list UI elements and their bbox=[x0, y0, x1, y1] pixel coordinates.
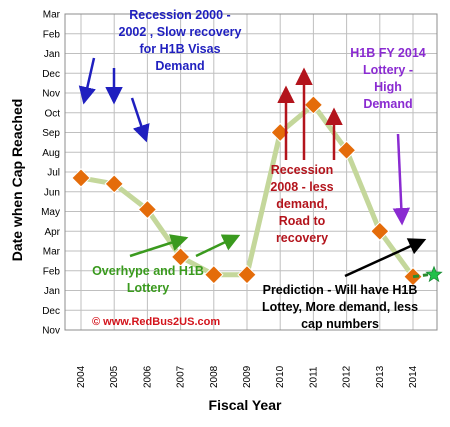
prediction-star bbox=[425, 265, 443, 283]
x-tick-label: 2010 bbox=[275, 365, 286, 388]
data-point-marker bbox=[137, 199, 158, 220]
y-tick-label: Feb bbox=[43, 29, 61, 40]
y-tick-label: Nov bbox=[42, 89, 60, 100]
annotation-line: Lottery - bbox=[363, 63, 413, 77]
annotation-line: 2002 , Slow recovery bbox=[119, 25, 242, 39]
y-tick-label: Jun bbox=[44, 187, 60, 198]
arrow-prediction bbox=[344, 238, 427, 278]
annotation-fy2014: H1B FY 2014 Lottery - High Demand bbox=[350, 46, 426, 111]
annotation-line: demand, bbox=[276, 197, 327, 211]
y-tick-label: Jan bbox=[44, 286, 60, 297]
y-tick-label: May bbox=[41, 207, 60, 218]
annotation-line: Demand bbox=[363, 97, 412, 111]
arrow-overhype-2 bbox=[195, 234, 241, 258]
arrow-recession-2000-1 bbox=[78, 57, 96, 105]
series-cap-reached bbox=[71, 95, 423, 287]
annotation-recession-2008: Recession 2008 - less demand, Road to re… bbox=[270, 163, 333, 245]
annotation-line: recovery bbox=[276, 231, 328, 245]
data-point-marker bbox=[71, 168, 91, 188]
x-tick-label: 2007 bbox=[176, 365, 187, 388]
plot-area-frame bbox=[64, 13, 438, 331]
data-point-marker bbox=[170, 247, 191, 267]
x-tick-label: 2011 bbox=[308, 366, 319, 388]
annotation-line: Road to bbox=[279, 214, 326, 228]
svg-text:Recession 2000 -: Recession 2000 - bbox=[129, 8, 230, 22]
y-tick-label: Jan bbox=[44, 49, 60, 60]
y-tick-label: Feb bbox=[43, 266, 61, 277]
arrow-overhype-1 bbox=[129, 234, 189, 258]
prediction-marker bbox=[412, 265, 443, 283]
copyright-notice: © www.RedBus2US.com bbox=[92, 316, 220, 328]
y-tick-label: Dec bbox=[42, 306, 60, 317]
arrow-fy2014 bbox=[392, 133, 411, 226]
y-tick-label: Mar bbox=[43, 247, 61, 258]
annotation-prediction: Prediction - Will have H1B Lottey, More … bbox=[262, 283, 418, 331]
y-tick-label: Jul bbox=[47, 168, 60, 179]
arrow-recession-2000-3 bbox=[130, 97, 150, 143]
annotation-line: H1B FY 2014 bbox=[350, 46, 426, 60]
annotation-line: Prediction - Will have H1B bbox=[263, 283, 418, 297]
data-point-marker bbox=[336, 140, 357, 160]
x-axis-ticks: 2004 2005 2006 2007 2008 2009 2010 2011 2012 2013… bbox=[76, 365, 419, 388]
annotation-line: Lottery bbox=[127, 281, 169, 295]
annotation-line: Demand bbox=[155, 59, 204, 73]
y-axis-title: Date when Cap Reached bbox=[9, 99, 25, 262]
data-point-marker bbox=[104, 174, 124, 194]
y-tick-label: Sep bbox=[42, 128, 60, 139]
x-tick-label: 2009 bbox=[242, 365, 253, 388]
data-point-marker bbox=[370, 221, 390, 241]
y-tick-label: Apr bbox=[44, 227, 60, 238]
y-tick-label: Dec bbox=[42, 69, 60, 80]
x-tick-label: 2005 bbox=[109, 365, 120, 388]
annotation-line: Recession 2000 - bbox=[129, 8, 230, 22]
x-tick-label: 2004 bbox=[76, 365, 87, 388]
annotation-line: High bbox=[374, 80, 402, 94]
x-tick-label: 2012 bbox=[342, 365, 353, 388]
data-point-marker bbox=[237, 264, 257, 285]
annotation-recession-2000: Recession 2000 - 2002 , Slow recovery fo… bbox=[119, 8, 242, 73]
annotation-line: Recession bbox=[271, 163, 334, 177]
x-tick-label: 2013 bbox=[375, 365, 386, 388]
annotation-line: Lottey, More demand, less bbox=[262, 300, 418, 314]
y-tick-label: Mar bbox=[43, 10, 61, 21]
x-tick-label: 2014 bbox=[408, 365, 419, 388]
x-axis-title: Fiscal Year bbox=[209, 397, 282, 413]
data-point-marker bbox=[303, 95, 324, 115]
y-tick-label: Aug bbox=[42, 148, 60, 159]
annotation-line: Overhype and H1B bbox=[92, 264, 204, 278]
annotation-line: cap numbers bbox=[301, 317, 379, 331]
data-point-marker bbox=[204, 264, 224, 285]
annotation-arrows bbox=[78, 57, 427, 278]
x-tick-label: 2008 bbox=[209, 365, 220, 388]
annotation-line: 2008 - less bbox=[270, 180, 333, 194]
prediction-line bbox=[412, 273, 429, 279]
y-tick-label: Nov bbox=[42, 326, 60, 337]
y-tick-label: Oct bbox=[44, 108, 60, 119]
annotation-line: for H1B Visas bbox=[139, 42, 220, 56]
y-axis-ticks: Mar Feb Jan Dec Nov Oct Sep Aug Jul Jun May Apr Mar F… bbox=[41, 10, 61, 337]
x-tick-label: 2006 bbox=[142, 365, 153, 388]
annotation-overhype: Overhype and H1B Lottery bbox=[92, 264, 204, 295]
